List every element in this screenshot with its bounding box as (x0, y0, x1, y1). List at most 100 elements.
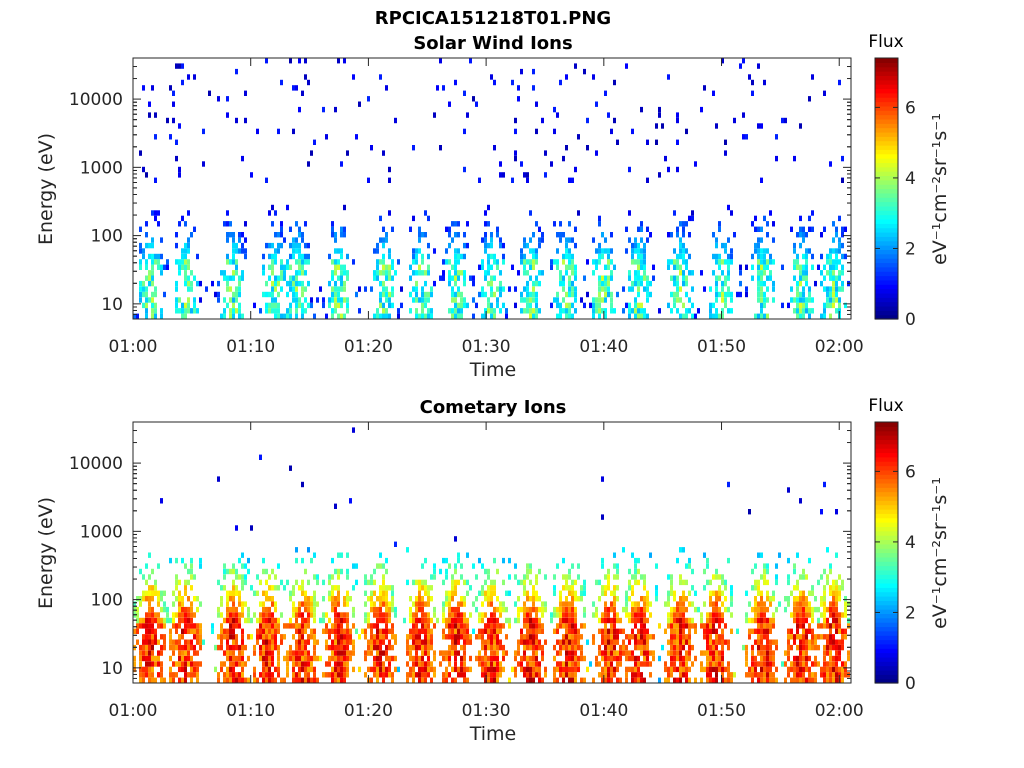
spectrogram-cell (292, 601, 295, 607)
spectrogram-cell (766, 248, 769, 254)
spectrogram-cell (379, 280, 382, 287)
spectrogram-cell (424, 302, 427, 309)
spectrogram-cell (676, 297, 679, 303)
spectrogram-cell (340, 552, 343, 558)
colorbar-segment (875, 465, 898, 471)
spectrogram-cell (181, 650, 184, 656)
spectrogram-cell (376, 313, 379, 319)
spectrogram-cell (409, 308, 412, 314)
spectrogram-cell (682, 634, 685, 640)
spectrogram-cell (481, 264, 484, 270)
spectrogram-cell (280, 259, 283, 265)
spectrogram-cell (622, 644, 625, 651)
spectrogram-cell (214, 644, 217, 651)
spectrogram-cell (802, 232, 805, 238)
spectrogram-cell (829, 623, 832, 629)
spectrogram-cell (565, 601, 568, 607)
spectrogram-cell (298, 644, 301, 651)
spectrogram-cell (835, 677, 838, 683)
spectrogram-cell (568, 286, 571, 292)
spectrogram-cell (274, 302, 277, 309)
spectrogram-cell (718, 590, 721, 596)
spectrogram-cell (421, 232, 424, 238)
spectrogram-cell (637, 259, 640, 265)
spectrogram-cell (607, 286, 610, 292)
spectrogram-cell (274, 308, 277, 314)
spectrogram-cell (835, 253, 838, 260)
spectrogram-cell (460, 672, 463, 678)
spectrogram-cell (307, 259, 310, 265)
spectrogram-cell (154, 655, 157, 662)
spectrogram-cell (715, 606, 718, 613)
spectrogram-cell (742, 644, 745, 651)
spectrogram-cell (172, 623, 175, 629)
spectrogram-cell (829, 563, 832, 569)
spectrogram-cell (637, 655, 640, 662)
spectrogram-cell (175, 579, 178, 586)
spectrogram-cell (751, 90, 754, 96)
spectrogram-cell (226, 655, 229, 662)
spectrogram-cell (625, 226, 628, 232)
spectrogram-cell (247, 606, 250, 613)
spectrogram-cell (607, 259, 610, 265)
spectrogram-cell (334, 308, 337, 314)
spectrogram-cell (712, 677, 715, 683)
spectrogram-cell (799, 634, 802, 640)
spectrogram-cell (211, 623, 214, 629)
spectrogram-cell (634, 563, 637, 569)
spectrogram-cell (691, 644, 694, 651)
spectrogram-cell (457, 302, 460, 309)
spectrogram-cell (487, 655, 490, 662)
spectrogram-cell (376, 596, 379, 602)
spectrogram-cell (448, 596, 451, 602)
spectrogram-cell (403, 617, 406, 624)
spectrogram-cell (685, 596, 688, 602)
spectrogram-cell (334, 677, 337, 683)
spectrogram-cell (844, 226, 847, 232)
spectrogram-cell (394, 117, 397, 124)
spectrogram-cell (331, 221, 334, 227)
spectrogram-cell (463, 601, 466, 607)
colorbar-segment (875, 604, 898, 610)
spectrogram-cell (784, 606, 787, 613)
spectrogram-cell (535, 297, 538, 303)
spectrogram-cell (676, 601, 679, 607)
spectrogram-cell (607, 248, 610, 254)
spectrogram-cell (559, 280, 562, 287)
spectrogram-cell (334, 661, 337, 667)
spectrogram-cell (598, 248, 601, 254)
spectrogram-cell (220, 270, 223, 276)
spectrogram-cell (337, 590, 340, 596)
spectrogram-cell (592, 297, 595, 303)
spectrogram-cell (418, 264, 421, 270)
spectrogram-cell (226, 666, 229, 673)
spectrogram-cell (307, 672, 310, 678)
spectrogram-cell (337, 297, 340, 303)
spectrogram-cell (151, 259, 154, 265)
spectrogram-cell (382, 628, 385, 634)
spectrogram-cell (712, 623, 715, 629)
spectrogram-cell (427, 644, 430, 651)
spectrogram-cell (334, 617, 337, 624)
spectrogram-cell (673, 210, 676, 216)
spectrogram-cell (607, 568, 610, 575)
spectrogram-cell (145, 644, 148, 651)
spectrogram-cell (355, 628, 358, 634)
spectrogram-cell (751, 666, 754, 673)
spectrogram-cell (769, 661, 772, 667)
spectrogram-cell (574, 242, 577, 249)
spectrogram-cell (454, 585, 457, 591)
spectrogram-cell (457, 650, 460, 656)
spectrogram-cell (220, 612, 223, 618)
spectrogram-cell (490, 253, 493, 260)
spectrogram-cell (427, 666, 430, 673)
spectrogram-cell (802, 612, 805, 618)
spectrogram-cell (496, 661, 499, 667)
spectrogram-cell (445, 672, 448, 678)
spectrogram-cell (802, 634, 805, 640)
spectrogram-cell (178, 644, 181, 651)
colorbar-segment (875, 184, 898, 190)
spectrogram-cell (223, 313, 226, 319)
spectrogram-cell (610, 661, 613, 667)
spectrogram-cell (766, 275, 769, 281)
